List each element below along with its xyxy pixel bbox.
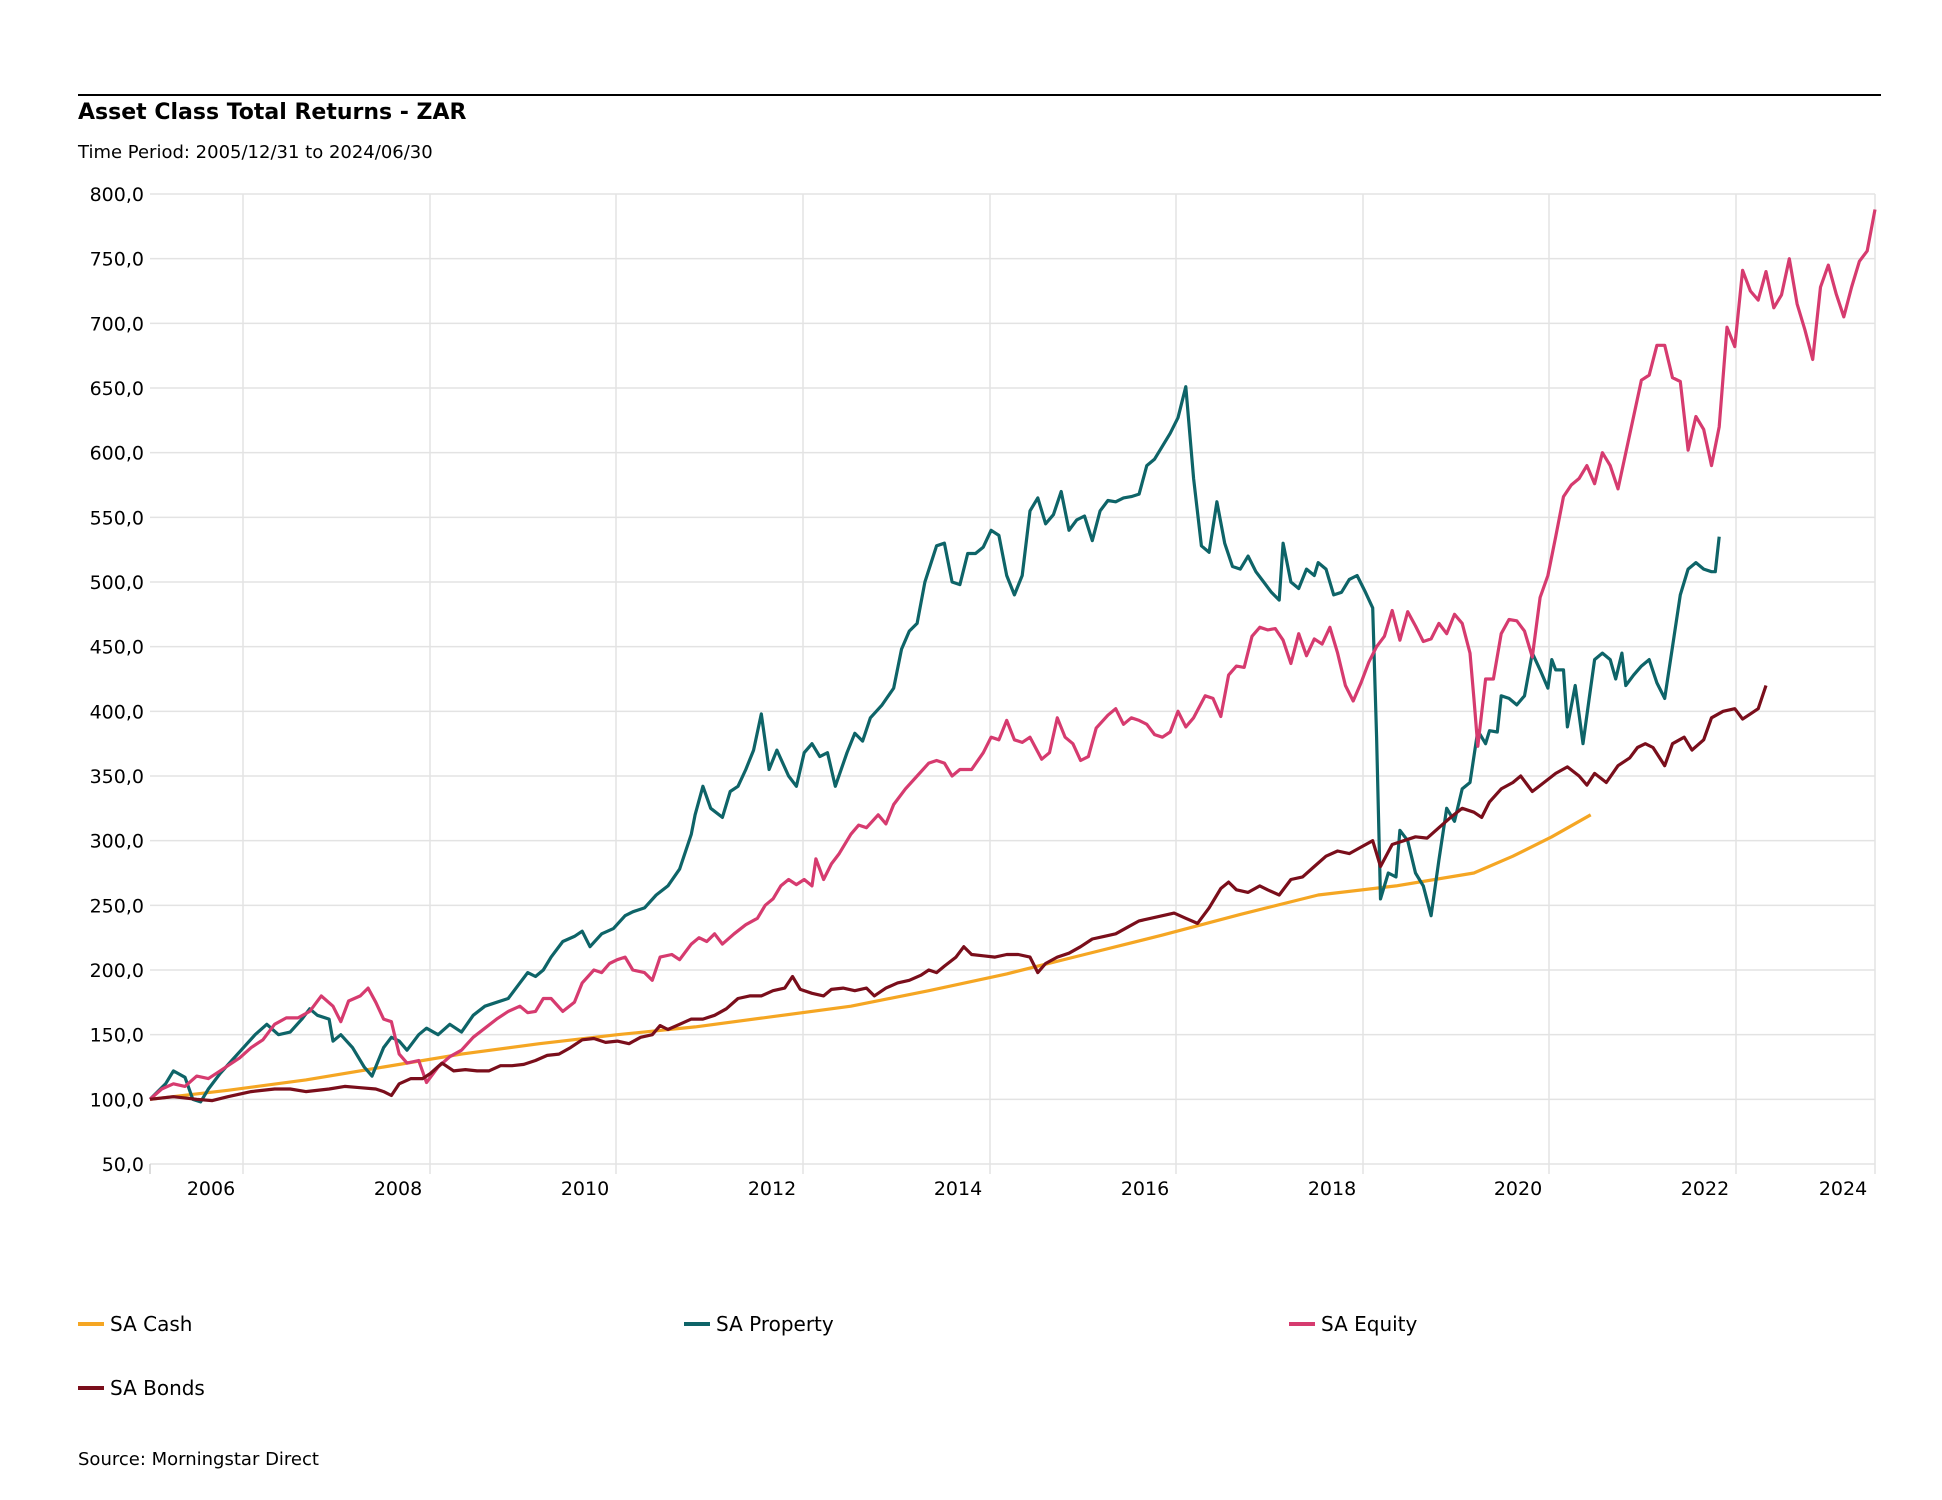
legend-item-sa-bonds: SA Bonds: [78, 1376, 205, 1400]
y-tick-label: 450,0: [90, 637, 144, 659]
chart-title: Asset Class Total Returns - ZAR: [78, 100, 467, 125]
y-tick-label: 100,0: [90, 1089, 144, 1111]
x-tick-label: 2020: [1494, 1178, 1542, 1200]
y-tick-label: 50,0: [102, 1154, 144, 1176]
y-tick-label: 700,0: [90, 313, 144, 335]
x-tick-label: 2024: [1819, 1178, 1867, 1200]
series-line-sa-property: [148, 385, 1721, 1104]
y-tick-label: 650,0: [90, 378, 144, 400]
y-tick-label: 300,0: [90, 831, 144, 853]
legend-swatch-sa-property: [684, 1322, 710, 1326]
source-note: Source: Morningstar Direct: [78, 1449, 319, 1470]
legend-label-sa-cash: SA Cash: [110, 1312, 193, 1336]
y-tick-label: 800,0: [90, 184, 144, 206]
series-line-sa-bonds: [149, 684, 1768, 1103]
x-tick-label: 2014: [934, 1178, 982, 1200]
y-tick-label: 550,0: [90, 507, 144, 529]
x-tick-label: 2016: [1121, 1178, 1169, 1200]
chart-subtitle: Time Period: 2005/12/31 to 2024/06/30: [78, 142, 433, 163]
legend-item-sa-equity: SA Equity: [1289, 1312, 1417, 1336]
y-tick-label: 250,0: [90, 895, 144, 917]
legend-label-sa-bonds: SA Bonds: [110, 1376, 205, 1400]
title-rule: [78, 94, 1881, 96]
y-tick-label: 500,0: [90, 572, 144, 594]
legend-swatch-sa-cash: [78, 1322, 104, 1326]
y-tick-label: 150,0: [90, 1025, 144, 1047]
y-tick-label: 750,0: [90, 249, 144, 271]
x-tick-label: 2008: [374, 1178, 422, 1200]
y-tick-label: 600,0: [90, 443, 144, 465]
series-line-sa-cash: [149, 813, 1592, 1101]
legend-swatch-sa-bonds: [78, 1386, 104, 1390]
x-tick-label: 2022: [1681, 1178, 1729, 1200]
legend-item-sa-cash: SA Cash: [78, 1312, 192, 1336]
x-tick-label: 2010: [561, 1178, 609, 1200]
legend-label-sa-equity: SA Equity: [1321, 1312, 1418, 1336]
y-tick-label: 200,0: [90, 960, 144, 982]
x-tick-label: 2018: [1308, 1178, 1356, 1200]
legend-label-sa-property: SA Property: [716, 1312, 834, 1336]
x-tick-label: 2012: [748, 1178, 796, 1200]
y-tick-label: 400,0: [90, 701, 144, 723]
legend-item-sa-property: SA Property: [684, 1312, 834, 1336]
legend-swatch-sa-equity: [1289, 1322, 1315, 1326]
x-tick-label: 2006: [187, 1178, 235, 1200]
series-line-sa-equity: [148, 209, 1877, 1101]
y-tick-label: 350,0: [90, 766, 144, 788]
